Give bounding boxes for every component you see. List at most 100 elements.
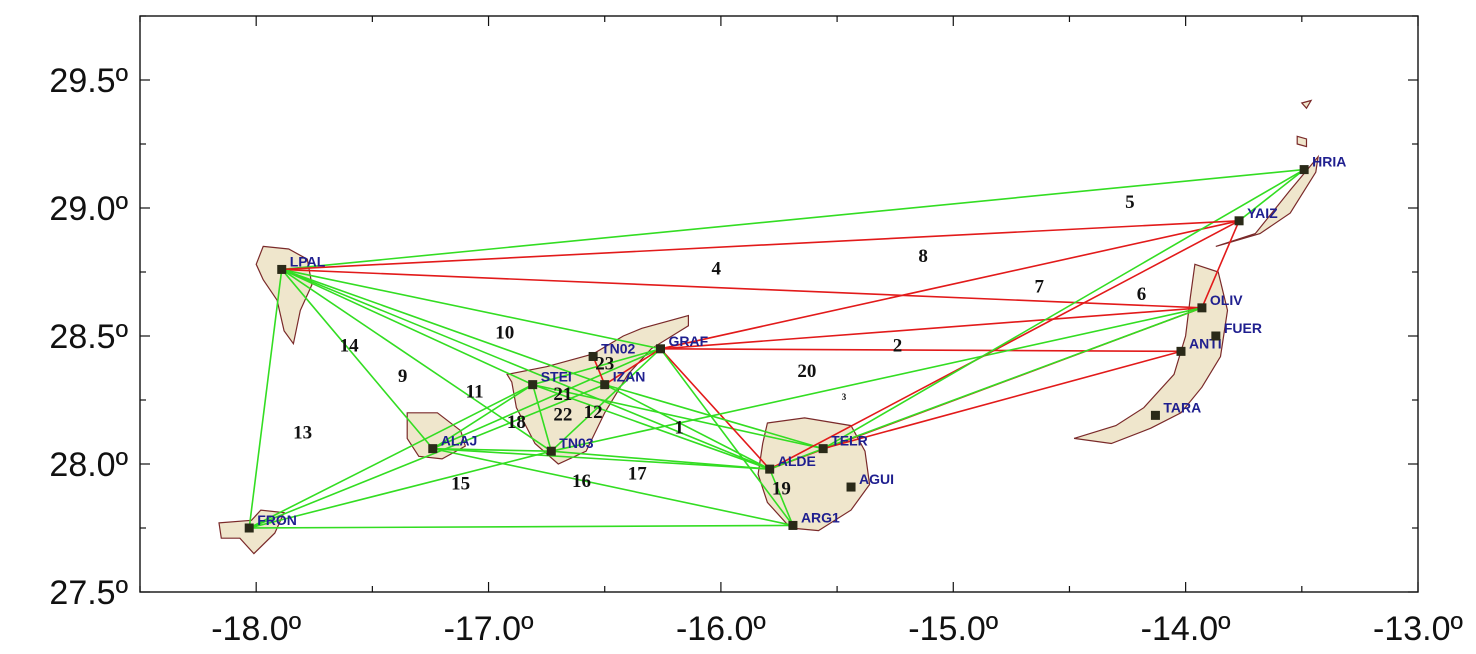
link-alde-arg1 <box>768 468 794 526</box>
station-label-oliv: OLIV <box>1210 292 1243 308</box>
link-fron-tn03 <box>249 450 552 529</box>
link-izan-alde <box>604 383 771 470</box>
map-frame <box>139 15 1419 593</box>
station-label-fron: FRON <box>257 512 297 528</box>
link-alaj-stei <box>432 383 534 450</box>
link-lpal-alde <box>281 268 771 470</box>
link-alaj-arg1 <box>432 447 794 527</box>
link-tn03-oliv <box>551 307 1203 452</box>
path-number-11: 11 <box>466 381 484 402</box>
link-graf-oliv <box>660 307 1202 350</box>
y-tick-label: 28.5º <box>49 318 128 356</box>
path-number-7: 7 <box>1034 276 1044 297</box>
path-number-14: 14 <box>340 335 360 356</box>
station-marker-agui <box>846 482 856 492</box>
path-number-16: 16 <box>572 471 591 492</box>
x-tick-label: -15.0º <box>908 610 998 648</box>
link-yaiz-hria <box>1238 168 1305 222</box>
island-fuerteventura <box>1073 263 1229 445</box>
link-fron-arg1 <box>249 524 793 529</box>
link-alaj-alde <box>432 447 770 470</box>
link-alde-yaiz <box>769 220 1240 470</box>
path-number-12: 12 <box>584 402 603 423</box>
link-graf-izan <box>604 348 661 386</box>
x-tick-label: -14.0º <box>1141 610 1231 648</box>
path-number-17: 17 <box>628 463 648 484</box>
islands-layer <box>218 99 1320 555</box>
path-number-2: 2 <box>893 335 903 356</box>
link-graf-yaiz <box>660 220 1240 350</box>
link-graf-alde <box>659 348 771 470</box>
y-tick-label: 29.0º <box>49 190 128 228</box>
frame-border <box>139 15 1419 593</box>
path-number-10: 10 <box>495 323 514 344</box>
link-lpal-izan <box>281 268 605 386</box>
link-telr-hria <box>822 168 1305 450</box>
stations-layer: LPAL STEI TN02 GRAF IZAN TN03 ALAJ FRON ALDE TELR… <box>244 154 1346 533</box>
station-marker-yaiz <box>1234 216 1244 226</box>
link-stei-telr <box>532 383 824 450</box>
path-number-19: 19 <box>772 479 791 500</box>
y-tick-label: 27.5º <box>49 574 128 612</box>
path-number-1: 1 <box>674 417 684 438</box>
link-stei-alde <box>532 383 770 470</box>
axis-ticks: -18.0º -17.0º -16.0º -15.0º -14.0º -13.0º 27.5… <box>49 15 1463 648</box>
link-lpal-alaj <box>281 268 434 450</box>
station-marker-telr <box>818 444 828 454</box>
path-number-9: 9 <box>398 366 408 387</box>
station-label-telr: TELR <box>831 433 868 449</box>
link-lpal-oliv <box>281 268 1202 309</box>
x-tick-label: -16.0º <box>676 610 766 648</box>
station-label-fuer: FUER <box>1224 320 1262 336</box>
path-number-20: 20 <box>797 361 816 382</box>
station-marker-tara <box>1150 410 1160 420</box>
link-lpal-stei <box>281 268 534 386</box>
station-label-hria: HRIA <box>1312 154 1346 170</box>
station-label-alaj: ALAJ <box>441 433 478 449</box>
link-izan-telr <box>604 383 824 450</box>
station-marker-fron <box>244 523 254 533</box>
path-number-15: 15 <box>451 474 470 495</box>
island-lanzarote <box>1215 154 1320 247</box>
x-tick-label: -17.0º <box>444 610 534 648</box>
path-number-3: 3 <box>842 392 847 402</box>
station-marker-alaj <box>428 444 438 454</box>
station-marker-fuer <box>1211 331 1221 341</box>
y-tick-label: 29.5º <box>49 62 128 100</box>
station-marker-tn03 <box>546 446 556 456</box>
station-marker-arg1 <box>788 520 798 530</box>
station-label-tn03: TN03 <box>559 435 593 451</box>
station-marker-graf <box>655 344 665 354</box>
link-graf-arg1 <box>659 348 794 526</box>
station-label-graf: GRAF <box>668 333 708 349</box>
link-lpal-tn03 <box>281 268 552 452</box>
link-telr-oliv <box>822 307 1203 450</box>
station-label-agui: AGUI <box>859 471 894 487</box>
station-marker-tn02 <box>588 351 598 361</box>
station-label-alde: ALDE <box>778 453 816 469</box>
path-number-6: 6 <box>1137 284 1147 305</box>
link-tn02-izan <box>592 356 606 385</box>
island-alegranza <box>1300 99 1313 110</box>
y-tick-label: 28.0º <box>49 446 128 484</box>
station-label-stei: STEI <box>541 369 572 385</box>
link-stei-tn03 <box>531 384 553 452</box>
path-number-18: 18 <box>507 412 526 433</box>
station-marker-anti <box>1176 346 1186 356</box>
link-alde-telr <box>769 447 824 470</box>
path-number-5: 5 <box>1125 192 1135 213</box>
path-number-23: 23 <box>595 353 614 374</box>
link-tn03-alde <box>551 450 770 470</box>
link-lpal-graf <box>281 268 661 350</box>
link-fron-izan <box>248 383 606 529</box>
x-tick-label: -13.0º <box>1373 610 1463 648</box>
station-marker-alde <box>765 464 775 474</box>
station-marker-hria <box>1299 165 1309 175</box>
link-graf-tn03 <box>550 348 662 452</box>
island-la-graciosa <box>1296 135 1308 148</box>
station-label-lpal: LPAL <box>290 253 326 269</box>
link-alaj-graf <box>432 348 661 450</box>
station-marker-lpal <box>277 264 287 274</box>
